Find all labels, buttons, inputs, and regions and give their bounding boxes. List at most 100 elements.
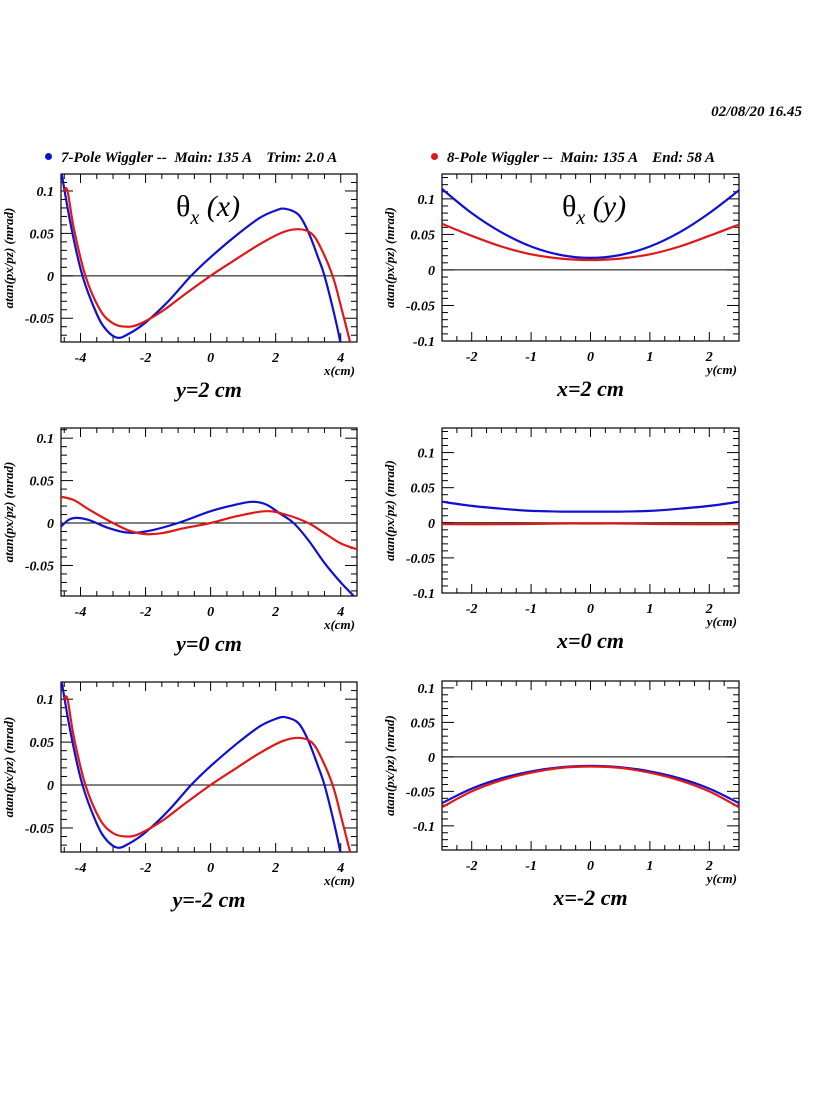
y-tick-label: 0.1 [37, 185, 55, 200]
y-tick-label: 0 [47, 270, 54, 285]
panel-caption: y=0 cm [173, 631, 242, 656]
y-tick-label: -0.1 [413, 820, 435, 835]
y-tick-label: -0.05 [406, 552, 435, 567]
x-tick-label: 2 [705, 859, 713, 874]
x-tick-label: 2 [271, 861, 279, 876]
y-tick-label: -0.05 [25, 312, 54, 327]
panel-caption: x=2 cm [556, 376, 624, 401]
x-tick-label: 4 [336, 351, 344, 366]
x-axis-label: y(cm) [705, 362, 737, 377]
x-tick-label: 2 [705, 350, 713, 365]
y-tick-label: 0.1 [37, 693, 55, 708]
legend-marker-blue [45, 153, 52, 160]
panel-caption: y=-2 cm [169, 887, 245, 912]
panel-title: θx (y) [562, 190, 626, 229]
x-tick-label: 1 [646, 602, 653, 617]
y-tick-label: 0.05 [30, 227, 55, 242]
x-tick-label: -4 [75, 861, 87, 876]
x-tick-label: 2 [705, 602, 713, 617]
legend-label: 8-Pole Wiggler -- Main: 135 A End: 58 A [447, 150, 716, 166]
y-tick-label: 0.1 [418, 193, 436, 208]
y-tick-label: 0 [47, 779, 54, 794]
y-tick-label: -0.05 [406, 299, 435, 314]
x-tick-label: 0 [587, 350, 594, 365]
y-tick-label: -0.05 [25, 822, 54, 837]
y-axis-label: atan(px/pz) (mrad) [1, 208, 16, 309]
y-tick-label: 0 [428, 751, 435, 766]
legend: 7-Pole Wiggler -- Main: 135 A Trim: 2.0 … [30, 133, 810, 166]
x-tick-label: 2 [271, 605, 279, 620]
x-tick-label: 0 [207, 351, 214, 366]
x-tick-label: 1 [646, 859, 653, 874]
curves [61, 495, 357, 596]
y-tick-label: 0.05 [30, 475, 55, 490]
x-tick-label: 0 [207, 605, 214, 620]
y-axis-label: atan(px/pz) (mrad) [382, 460, 397, 561]
series-8-pole-curve [442, 522, 739, 526]
y-axis-label: atan(px/pz) (mrad) [382, 715, 397, 816]
curves [442, 188, 739, 262]
series-7-pole-curve [61, 682, 342, 852]
series-8-pole-curve [63, 187, 352, 342]
panel-theta_x_vs_y_x0: -2 -1 0 1 2 -0.1 -0.05 0 0.05 0.1 y(cm) atan(px/pz)… [382, 427, 740, 653]
y-tick-label: 0.05 [411, 228, 436, 243]
y-axis-label: atan(px/pz) (mrad) [1, 462, 16, 563]
panel-caption: x=0 cm [556, 628, 624, 653]
x-tick-label: 0 [587, 602, 594, 617]
x-axis-label: x(cm) [323, 873, 355, 888]
series-7-pole-curve [61, 174, 342, 342]
curves [61, 682, 352, 852]
x-tick-label: 4 [336, 861, 344, 876]
x-axis-label: x(cm) [323, 363, 355, 378]
y-tick-label: 0 [428, 264, 435, 279]
y-axis-label: atan(px/pz) (mrad) [1, 717, 16, 818]
series-8-pole-curve [63, 695, 352, 852]
x-tick-label: -1 [525, 602, 537, 617]
x-tick-label: -2 [140, 351, 152, 366]
series-7-pole-curve [442, 188, 739, 260]
panel-theta_x_vs_x_y2: -4 -2 0 2 4 -0.05 0 0.05 0.1 x(cm) atan(px/pz) (mr… [1, 173, 358, 402]
timestamp: 02/08/20 16.45 [711, 104, 802, 120]
panel-theta_x_vs_x_y0: -4 -2 0 2 4 -0.05 0 0.05 0.1 x(cm) atan(px/pz) (mr… [1, 427, 358, 656]
x-tick-label: -1 [525, 350, 537, 365]
series-7-pole-curve [442, 500, 739, 513]
x-tick-label: -2 [466, 859, 478, 874]
y-tick-label: 0 [428, 517, 435, 532]
y-tick-label: 0.05 [30, 736, 55, 751]
panel-theta_x_vs_y_x2: -2 -1 0 1 2 -0.1 -0.05 0 0.05 0.1 y(cm) atan(px/pz)… [382, 173, 740, 401]
panel-theta_x_vs_x_ym2: -4 -2 0 2 4 -0.05 0 0.05 0.1 x(cm) atan(px/pz) (mr… [1, 681, 358, 912]
x-tick-label: -2 [140, 605, 152, 620]
y-tick-label: -0.1 [413, 587, 435, 602]
x-tick-label: 4 [336, 605, 344, 620]
y-tick-label: 0.1 [37, 432, 55, 447]
x-tick-label: -4 [75, 605, 87, 620]
panel-title: θx (x) [176, 190, 240, 229]
x-axis-label: x(cm) [323, 617, 355, 632]
series-7-pole-curve [61, 500, 355, 596]
series-8-pole-curve [61, 495, 357, 551]
x-tick-label: 0 [207, 861, 214, 876]
curves [61, 174, 352, 342]
x-tick-label: 0 [587, 859, 594, 874]
legend-label: 7-Pole Wiggler -- Main: 135 A Trim: 2.0 … [61, 150, 338, 166]
y-tick-label: 0 [47, 517, 54, 532]
x-tick-label: -2 [466, 602, 478, 617]
y-tick-label: 0.1 [418, 682, 436, 697]
y-tick-label: 0.1 [418, 447, 436, 462]
plot-frame [60, 173, 358, 343]
x-tick-label: -2 [140, 861, 152, 876]
x-axis-label: y(cm) [705, 614, 737, 629]
panel-caption: y=2 cm [173, 377, 242, 402]
plot-frame [60, 427, 358, 597]
x-tick-label: -1 [525, 859, 537, 874]
panel-theta_x_vs_y_xm2: -2 -1 0 1 2 -0.1 -0.05 0 0.05 0.1 y(cm) atan(px/pz)… [382, 680, 740, 910]
x-tick-label: 2 [271, 351, 279, 366]
x-tick-label: -2 [466, 350, 478, 365]
curves [442, 764, 739, 809]
curves [442, 500, 739, 526]
series-8-pole-curve [442, 222, 739, 262]
y-axis-label: atan(px/pz) (mrad) [382, 207, 397, 308]
y-tick-label: 0.05 [411, 482, 436, 497]
x-tick-label: -4 [75, 351, 87, 366]
